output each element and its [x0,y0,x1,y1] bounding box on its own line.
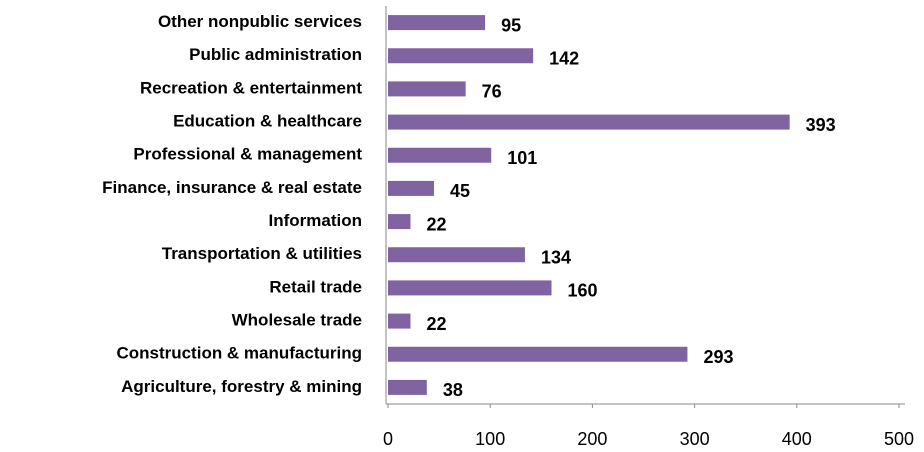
category-label: Education & healthcare [173,112,362,131]
bar [388,15,486,31]
value-label: 142 [549,49,579,69]
x-tick-label: 400 [782,429,812,449]
category-label: Transportation & utilities [162,244,362,263]
value-label: 22 [426,214,446,234]
bar [388,180,434,196]
value-label: 160 [568,281,598,301]
category-label: Recreation & entertainment [140,78,362,97]
x-tick-label: 0 [383,429,393,449]
bar [388,379,427,395]
category-label: Professional & management [133,145,362,164]
category-label: Public administration [189,45,362,64]
category-label: Retail trade [269,277,362,296]
value-label: 293 [703,347,733,367]
value-label: 76 [482,82,502,102]
value-label: 101 [507,148,537,168]
bar [388,280,552,296]
value-label: 22 [426,314,446,334]
bar [388,81,466,97]
bar [388,313,411,329]
value-label: 134 [541,248,571,268]
x-tick-label: 200 [577,429,607,449]
bar [388,147,492,163]
category-label: Wholesale trade [232,311,362,330]
value-label: 45 [450,181,470,201]
bar [388,114,790,130]
category-label: Agriculture, forestry & mining [121,377,362,396]
value-label: 393 [806,115,836,135]
value-label: 95 [501,15,521,35]
x-tick-label: 300 [680,429,710,449]
x-tick-label: 100 [475,429,505,449]
category-label: Construction & manufacturing [116,344,362,363]
x-tick-label: 500 [884,429,914,449]
category-label: Finance, insurance & real estate [102,178,362,197]
bar [388,247,525,263]
bar [388,48,534,64]
bar [388,214,411,230]
bar [388,346,688,362]
category-label: Other nonpublic services [158,12,362,31]
value-label: 38 [443,380,463,400]
category-label: Information [269,211,363,230]
